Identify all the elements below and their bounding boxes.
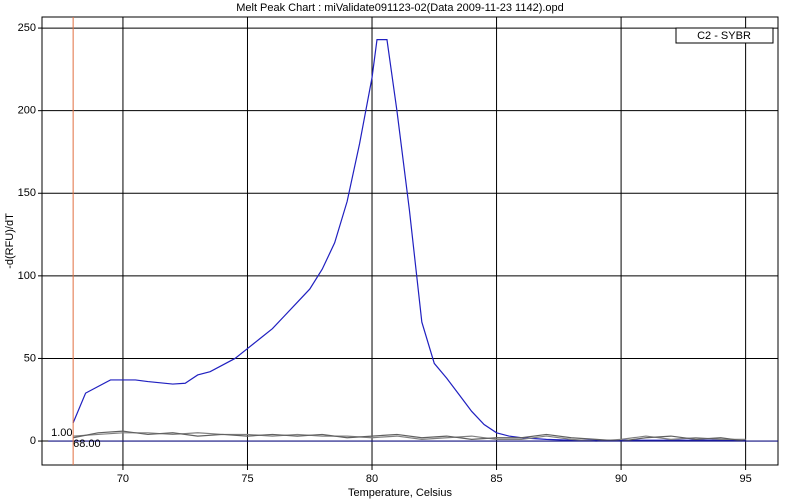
y-tick-label: 100 xyxy=(18,270,36,282)
x-tick-label: 95 xyxy=(739,473,751,485)
y-tick-label: 200 xyxy=(18,105,36,117)
y-tick-label: 50 xyxy=(24,352,36,364)
legend-label: C2 - SYBR xyxy=(697,30,751,42)
data-line xyxy=(72,39,746,441)
x-tick-label: 90 xyxy=(615,473,627,485)
x-tick-label: 80 xyxy=(366,473,378,485)
data-line xyxy=(73,432,746,442)
y-tick-label: 250 xyxy=(18,22,36,34)
y-tick-label: 150 xyxy=(18,187,36,199)
x-tick-label: 85 xyxy=(490,473,502,485)
legend-box xyxy=(675,27,774,44)
plot-frame xyxy=(41,16,779,466)
chart-title: Melt Peak Chart : miValidate091123-02(Da… xyxy=(236,2,564,14)
y-tick-label: 0 xyxy=(30,435,36,447)
cursor-x-label: 68.00 xyxy=(73,438,101,450)
x-tick-label: 75 xyxy=(241,473,253,485)
y-axis-label: -d(RFU)/dT xyxy=(4,213,16,269)
plot-lines xyxy=(48,39,778,442)
cursor-y-label: 1.00 xyxy=(51,427,72,439)
x-tick-label: 70 xyxy=(117,473,129,485)
x-axis-label: Temperature, Celsius xyxy=(348,487,452,499)
data-line xyxy=(73,430,746,442)
